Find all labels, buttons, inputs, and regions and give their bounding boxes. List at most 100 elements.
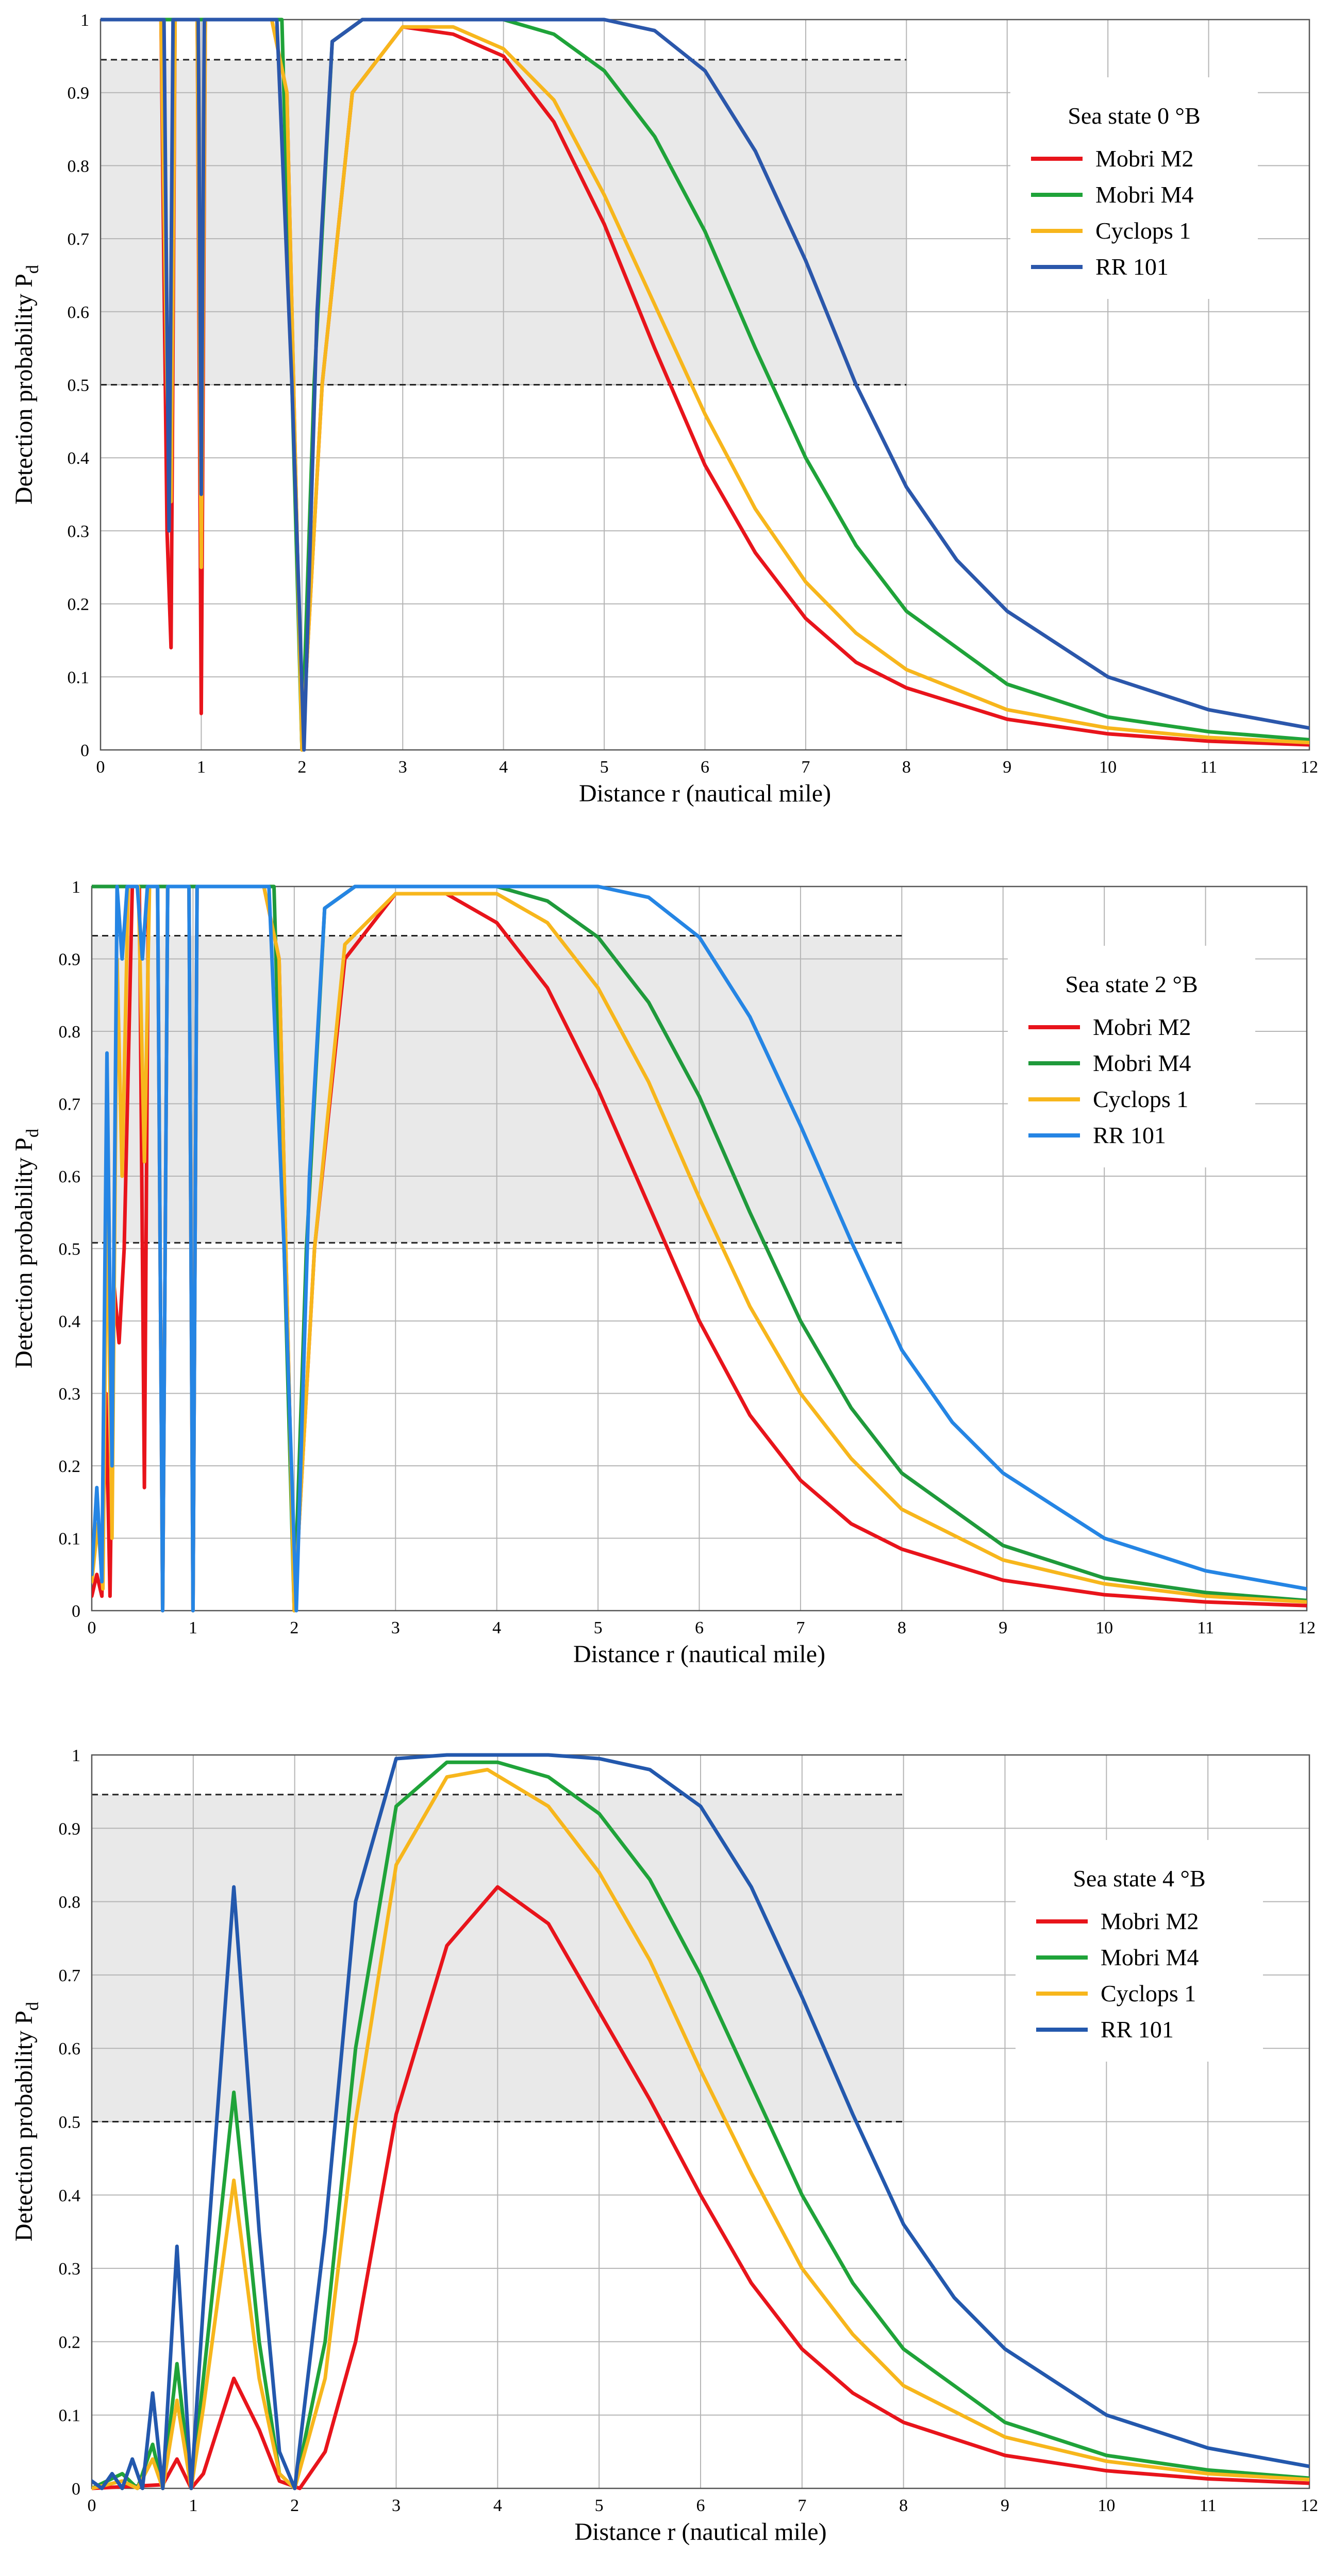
x-tick-label: 11	[1200, 758, 1217, 777]
legend-entry-label: Mobri M4	[1093, 1050, 1191, 1076]
chart-panel-sea-state-0: 0 1 2 3 4 5 6 7 8 9 10 11 1200.10.20.30.40.50.60.70.…	[10, 11, 1318, 807]
legend: Sea state 2 °B Mobri M2 Mobri M4 Cyclops 1 R…	[1008, 946, 1255, 1167]
legend-entry-label: Cyclops 1	[1095, 218, 1191, 244]
y-tick-label: 0.4	[59, 2186, 81, 2205]
x-tick-label: 2	[290, 2496, 299, 2515]
x-tick-label: 4	[499, 758, 508, 777]
y-tick-label: 0.7	[59, 1966, 81, 1985]
y-tick-label: 1	[72, 878, 80, 897]
y-tick-label: 0.8	[59, 1893, 81, 1912]
series-group	[92, 1753, 1309, 2490]
legend-box	[1010, 77, 1258, 299]
y-axis-label-main: Detection probability P	[10, 1138, 38, 1368]
legend-entry-label: Mobri M4	[1101, 1944, 1199, 1970]
x-tick-label: 8	[902, 758, 911, 777]
x-tick-label: 9	[1003, 758, 1011, 777]
y-tick-label: 0	[80, 741, 89, 760]
series-group	[92, 884, 1307, 1613]
y-axis-label-subscript: d	[23, 265, 42, 274]
legend-entry-label: Mobri M2	[1095, 145, 1193, 172]
x-axis-label: Distance r (nautical mile)	[574, 2518, 826, 2546]
y-axis-label: Detection probability Pd	[10, 265, 42, 505]
y-axis-label: Detection probability Pd	[10, 2002, 42, 2242]
legend: Sea state 4 °B Mobri M2 Mobri M4 Cyclops 1 R…	[1016, 1840, 1263, 2062]
x-tick-label: 1	[197, 758, 206, 777]
x-tick-label: 10	[1095, 1618, 1113, 1637]
y-tick-label: 0.2	[59, 1457, 81, 1476]
y-tick-label: 1	[80, 11, 89, 30]
y-tick-label: 0	[72, 1602, 80, 1621]
legend-title: Sea state 0 °B	[1068, 103, 1200, 129]
y-axis-label-main: Detection probability P	[10, 2011, 38, 2242]
x-tick-label: 4	[492, 1618, 501, 1637]
chart-panel-sea-state-2: 0 1 2 3 4 5 6 7 8 9 10 11 1200.10.20.30.40.50.60.70.…	[10, 878, 1316, 1668]
legend-box	[1008, 946, 1255, 1167]
x-tick-label: 2	[290, 1618, 298, 1637]
series-line-mobri-m4	[92, 1760, 1309, 2490]
x-tick-label: 2	[297, 758, 306, 777]
legend-title: Sea state 2 °B	[1065, 971, 1198, 997]
y-tick-label: 0.9	[68, 84, 90, 103]
y-tick-label: 0.3	[68, 522, 90, 541]
y-tick-label: 0	[72, 2480, 80, 2499]
x-axis-label: Distance r (nautical mile)	[573, 1641, 825, 1668]
x-tick-label: 11	[1200, 2496, 1217, 2515]
x-tick-label: 9	[1001, 2496, 1009, 2515]
x-tick-label: 12	[1301, 758, 1318, 777]
legend-entry-label: Mobri M2	[1101, 1908, 1199, 1934]
legend-entry-label: Mobri M2	[1093, 1014, 1191, 1040]
y-tick-label: 1	[72, 1746, 80, 1765]
series-line-rr-101	[92, 884, 1307, 1613]
y-tick-label: 0.5	[59, 2113, 81, 2132]
y-tick-label: 0.2	[59, 2333, 81, 2352]
legend: Sea state 0 °B Mobri M2 Mobri M4 Cyclops 1 R…	[1010, 77, 1258, 299]
legend-entry-label: Mobri M4	[1095, 181, 1193, 208]
plot-frame	[99, 19, 1310, 751]
y-tick-label: 0.5	[59, 1240, 81, 1259]
legend-entry-label: RR 101	[1101, 2016, 1174, 2043]
y-axis-label-subscript: d	[23, 2002, 42, 2011]
x-tick-label: 3	[391, 1618, 400, 1637]
series-line-cyclops-1	[92, 1768, 1309, 2490]
x-tick-label: 3	[398, 758, 407, 777]
series-line-mobri-m2	[92, 1885, 1309, 2490]
x-tick-label: 6	[696, 2496, 705, 2515]
x-tick-label: 3	[392, 2496, 401, 2515]
x-tick-label: 5	[595, 2496, 604, 2515]
y-tick-label: 0.5	[68, 376, 90, 395]
y-tick-label: 0.1	[59, 2406, 81, 2426]
series-line-rr-101	[101, 18, 1309, 752]
x-tick-label: 6	[695, 1618, 704, 1637]
y-tick-label: 0.9	[59, 1819, 81, 1838]
x-tick-label: 8	[897, 1618, 906, 1637]
x-tick-label: 12	[1301, 2496, 1318, 2515]
x-tick-label: 0	[88, 1618, 96, 1637]
series-group	[101, 18, 1309, 752]
y-tick-label: 0.6	[59, 2039, 81, 2059]
y-tick-label: 0.6	[59, 1167, 81, 1186]
y-axis-label-main: Detection probability P	[10, 274, 38, 505]
x-tick-label: 6	[701, 758, 709, 777]
y-tick-label: 0.7	[68, 230, 90, 249]
legend-entry-label: RR 101	[1095, 254, 1169, 280]
y-tick-label: 0.4	[59, 1312, 81, 1331]
x-tick-label: 7	[796, 1618, 805, 1637]
x-tick-label: 11	[1197, 1618, 1214, 1637]
legend-entry-label: Cyclops 1	[1093, 1086, 1188, 1112]
x-tick-label: 10	[1099, 758, 1117, 777]
x-tick-label: 0	[88, 2496, 96, 2515]
y-tick-label: 0.8	[59, 1023, 81, 1042]
y-axis-label: Detection probability Pd	[10, 1129, 42, 1368]
y-tick-label: 0.3	[59, 1385, 81, 1404]
y-tick-label: 0.8	[68, 157, 90, 176]
plot-frame	[91, 885, 1308, 1612]
y-tick-label: 0.9	[59, 950, 81, 969]
series-line-rr-101	[92, 1753, 1309, 2490]
chart-panel-sea-state-4: 0 1 2 3 4 5 6 7 8 9 10 11 1200.10.20.30.40.50.60.70.…	[10, 1746, 1318, 2546]
x-tick-label: 8	[899, 2496, 908, 2515]
x-tick-label: 12	[1298, 1618, 1316, 1637]
gridlines	[100, 19, 1310, 750]
x-axis-label: Distance r (nautical mile)	[579, 780, 831, 807]
x-tick-label: 5	[594, 1618, 603, 1637]
